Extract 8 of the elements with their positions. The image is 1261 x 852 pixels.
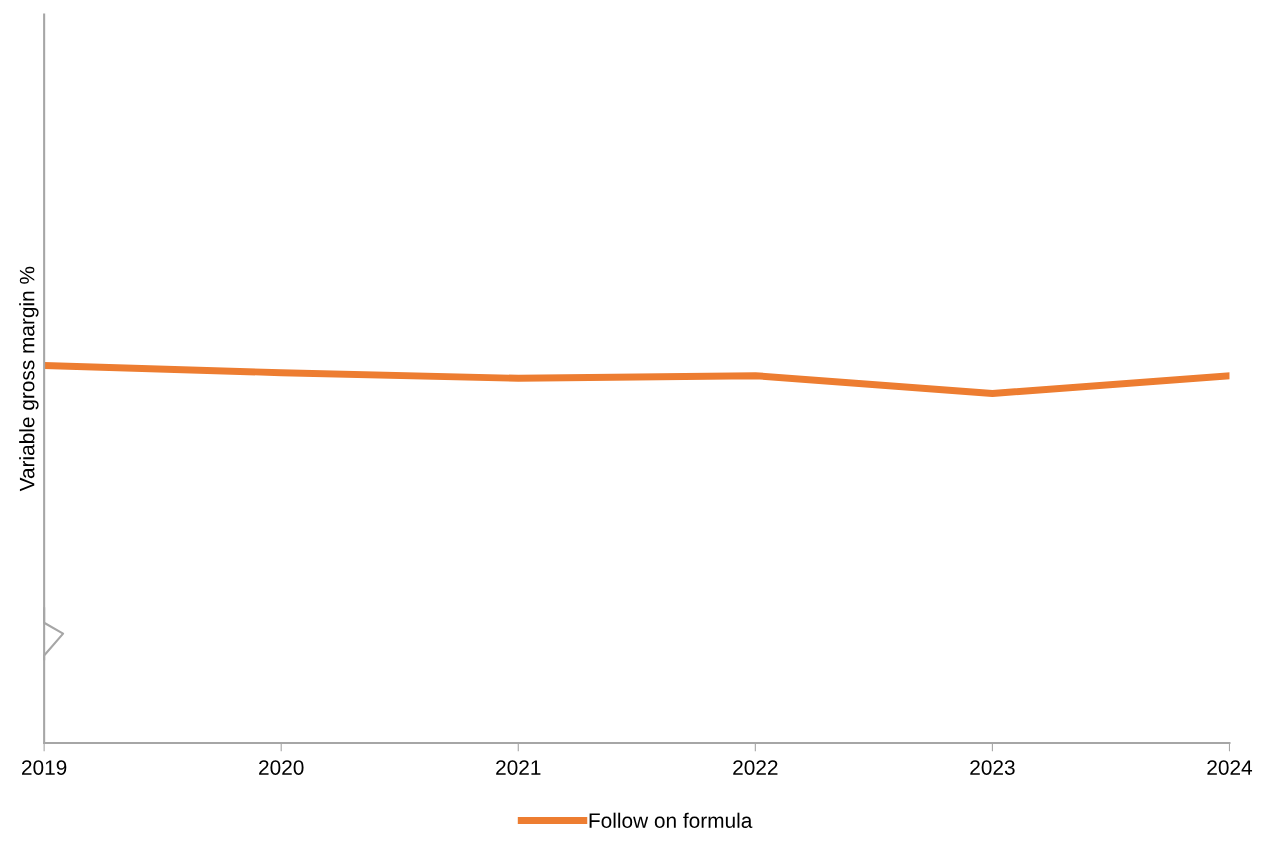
legend-label: Follow on formula: [589, 812, 753, 828]
y-axis-title: Variable gross margin %: [19, 266, 39, 492]
x-tick-label: 2019: [22, 760, 67, 775]
x-tick-label: 2023: [970, 760, 1015, 775]
x-tick-label: 2022: [733, 760, 778, 775]
x-tick-label: 2020: [259, 760, 304, 775]
x-tick-label: 2021: [496, 760, 541, 775]
x-tick-label: 2024: [1207, 760, 1253, 775]
